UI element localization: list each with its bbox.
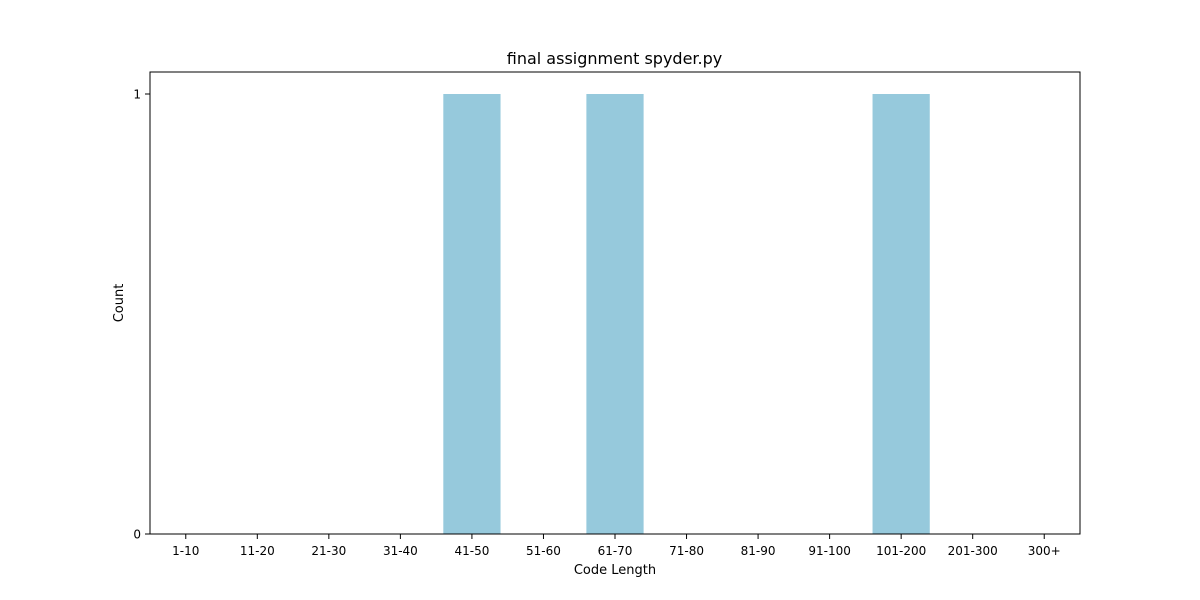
x-axis-ticks: 1-10 11-20 21-30 31-40 41-50 51-60 61-70 71-80 8… <box>172 534 1061 558</box>
x-tick-label: 201-300 <box>948 544 998 558</box>
x-tick-label: 1-10 <box>172 544 199 558</box>
bar-41-50 <box>443 94 501 534</box>
x-tick-label: 51-60 <box>526 544 561 558</box>
bars-group <box>443 94 930 534</box>
y-axis-label: Count <box>112 284 127 323</box>
x-tick-label: 31-40 <box>383 544 418 558</box>
x-tick-label: 41-50 <box>454 544 489 558</box>
bar-101-200 <box>872 94 930 534</box>
x-tick-label: 71-80 <box>669 544 704 558</box>
y-tick-label: 1 <box>133 88 141 102</box>
y-axis-ticks: 01 <box>133 88 150 542</box>
bar-61-70 <box>586 94 644 534</box>
x-tick-label: 21-30 <box>311 544 346 558</box>
x-tick-label: 81-90 <box>741 544 776 558</box>
x-tick-label: 11-20 <box>240 544 275 558</box>
y-tick-label: 0 <box>133 528 141 542</box>
x-tick-label: 91-100 <box>808 544 851 558</box>
x-axis-label: Code Length <box>574 563 656 578</box>
x-tick-label: 300+ <box>1028 544 1061 558</box>
x-tick-label: 61-70 <box>598 544 633 558</box>
chart-title: final assignment spyder.py <box>507 49 722 68</box>
x-tick-label: 101-200 <box>876 544 926 558</box>
